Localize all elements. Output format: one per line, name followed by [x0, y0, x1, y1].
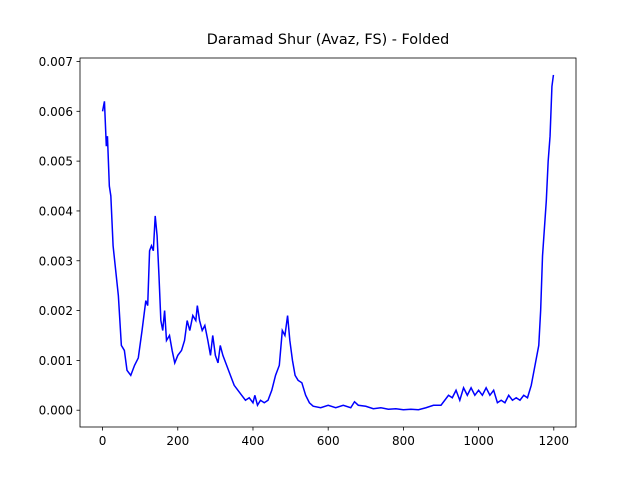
- x-tick-label: 1200: [539, 434, 570, 448]
- x-tick-label: 600: [317, 434, 340, 448]
- y-tick-label: 0.006: [39, 105, 73, 119]
- y-tick-label: 0.007: [39, 55, 73, 69]
- y-tick-label: 0.004: [39, 204, 73, 218]
- plot-frame: [79, 57, 577, 428]
- y-tick-label: 0.000: [39, 404, 73, 418]
- y-tick-label: 0.001: [39, 354, 73, 368]
- x-tick-label: 400: [242, 434, 265, 448]
- x-tick-label: 1000: [463, 434, 494, 448]
- chart-title: Daramad Shur (Avaz, FS) - Folded: [207, 32, 450, 48]
- y-tick-label: 0.003: [39, 254, 73, 268]
- x-tick-label: 200: [166, 434, 189, 448]
- y-tick-label: 0.002: [39, 304, 73, 318]
- x-tick-label: 800: [392, 434, 415, 448]
- x-tick-label: 0: [99, 434, 107, 448]
- y-tick-label: 0.005: [39, 155, 73, 169]
- data-line: [101, 74, 555, 411]
